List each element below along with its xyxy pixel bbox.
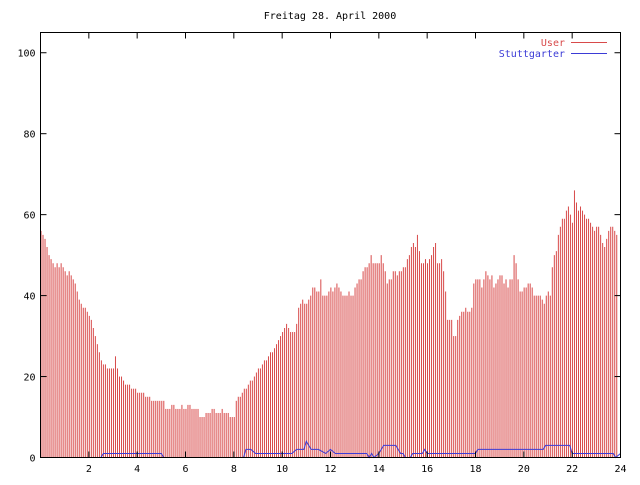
- x-tick-label: 24: [614, 464, 626, 475]
- x-tick-label: 8: [231, 464, 237, 475]
- series-stuttgarter-line: [40, 440, 621, 459]
- y-tick-label: 0: [29, 454, 35, 465]
- y-tick-label: 80: [23, 130, 35, 141]
- series-user-bars: [40, 190, 618, 458]
- x-tick-label: 16: [421, 464, 433, 475]
- chart-title: Freitag 28. April 2000: [264, 11, 396, 22]
- x-tick-label: 6: [182, 464, 188, 475]
- y-tick-label: 20: [23, 373, 35, 384]
- stuttgarter-line: [40, 440, 621, 459]
- legend: User Stuttgarter: [499, 38, 607, 60]
- x-tick-label: 18: [469, 464, 481, 475]
- x-tick-label: 22: [566, 464, 578, 475]
- legend-stuttgarter-label: Stuttgarter: [499, 49, 565, 60]
- x-tick-label: 20: [518, 464, 530, 475]
- y-tick-label: 100: [17, 49, 35, 60]
- x-tick-label: 2: [86, 464, 92, 475]
- x-tick-label: 14: [373, 464, 385, 475]
- y-tick-label: 60: [23, 211, 35, 222]
- x-tick-label: 12: [324, 464, 336, 475]
- x-tick-label: 10: [276, 464, 288, 475]
- y-tick-label: 40: [23, 292, 35, 303]
- x-tick-label: 4: [134, 464, 140, 475]
- legend-user-label: User: [541, 38, 565, 49]
